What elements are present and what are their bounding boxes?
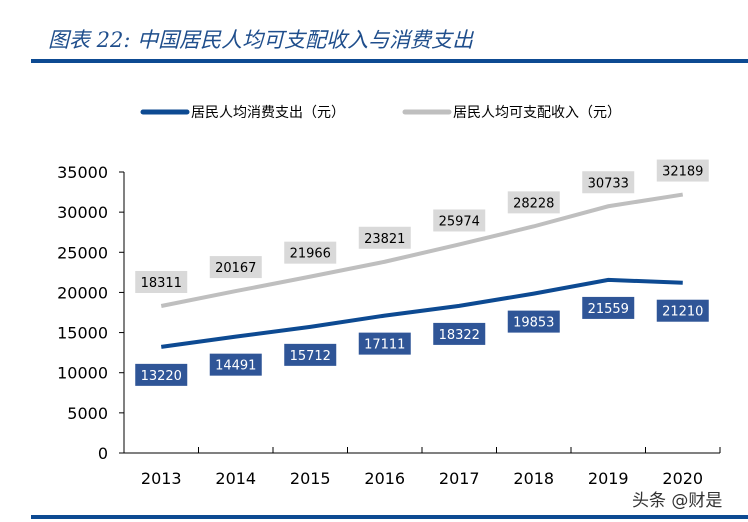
y-tick-label: 35000 bbox=[57, 163, 108, 182]
data-label: 21210 bbox=[662, 305, 703, 320]
data-label: 14491 bbox=[215, 359, 256, 374]
data-label: 15712 bbox=[290, 349, 331, 364]
data-label-box bbox=[209, 256, 262, 279]
title-rule bbox=[31, 59, 748, 63]
data-label: 18322 bbox=[439, 328, 480, 343]
legend-label: 居民人均消费支出（元） bbox=[191, 105, 345, 121]
data-label-box bbox=[656, 159, 709, 182]
data-label: 20167 bbox=[215, 261, 256, 276]
data-label-box bbox=[209, 353, 262, 376]
data-label-box bbox=[582, 171, 635, 194]
y-tick-label: 25000 bbox=[57, 243, 108, 262]
data-label-box bbox=[358, 332, 411, 355]
data-label: 28228 bbox=[513, 196, 554, 211]
data-label: 32189 bbox=[662, 165, 703, 180]
data-label-box bbox=[284, 241, 337, 264]
data-label: 21559 bbox=[588, 302, 629, 317]
data-label-box bbox=[582, 296, 635, 319]
y-tick-label: 5000 bbox=[67, 404, 108, 423]
data-label-box bbox=[135, 363, 188, 386]
data-label-box bbox=[358, 226, 411, 249]
x-tick-label: 2018 bbox=[513, 469, 554, 488]
watermark: 头条 @财是 bbox=[632, 491, 723, 511]
y-tick-label: 10000 bbox=[57, 364, 108, 383]
x-tick-label: 2013 bbox=[141, 469, 182, 488]
x-tick-label: 2020 bbox=[662, 469, 703, 488]
series-line bbox=[160, 192, 684, 308]
data-label: 25974 bbox=[439, 214, 480, 229]
data-label-box bbox=[507, 191, 560, 214]
data-label-box bbox=[507, 310, 560, 333]
y-tick-label: 30000 bbox=[57, 203, 108, 222]
data-label: 19853 bbox=[513, 316, 554, 331]
data-label-box bbox=[433, 322, 486, 345]
data-label-box bbox=[284, 343, 337, 366]
data-label-box bbox=[656, 299, 709, 322]
legend-label: 居民人均可支配收入（元） bbox=[453, 105, 621, 121]
data-label: 30733 bbox=[588, 176, 629, 191]
y-tick-label: 20000 bbox=[57, 283, 108, 302]
x-tick-label: 2019 bbox=[588, 469, 629, 488]
data-label-box bbox=[135, 270, 188, 293]
footer-rule bbox=[31, 515, 748, 519]
data-label: 13220 bbox=[141, 369, 182, 384]
data-label-box bbox=[433, 209, 486, 232]
x-tick-label: 2017 bbox=[439, 469, 480, 488]
data-label: 23821 bbox=[364, 232, 405, 247]
y-tick-label: 15000 bbox=[57, 324, 108, 343]
x-tick-label: 2016 bbox=[364, 469, 405, 488]
series-line bbox=[160, 277, 683, 349]
data-label: 18311 bbox=[141, 276, 182, 291]
data-label: 17111 bbox=[364, 338, 405, 353]
data-label: 21966 bbox=[290, 247, 331, 262]
x-tick-label: 2015 bbox=[290, 469, 331, 488]
y-tick-label: 0 bbox=[98, 444, 108, 463]
x-tick-label: 2014 bbox=[215, 469, 256, 488]
figure-title: 图表 22: 中国居民人均可支配收入与消费支出 bbox=[48, 28, 474, 52]
